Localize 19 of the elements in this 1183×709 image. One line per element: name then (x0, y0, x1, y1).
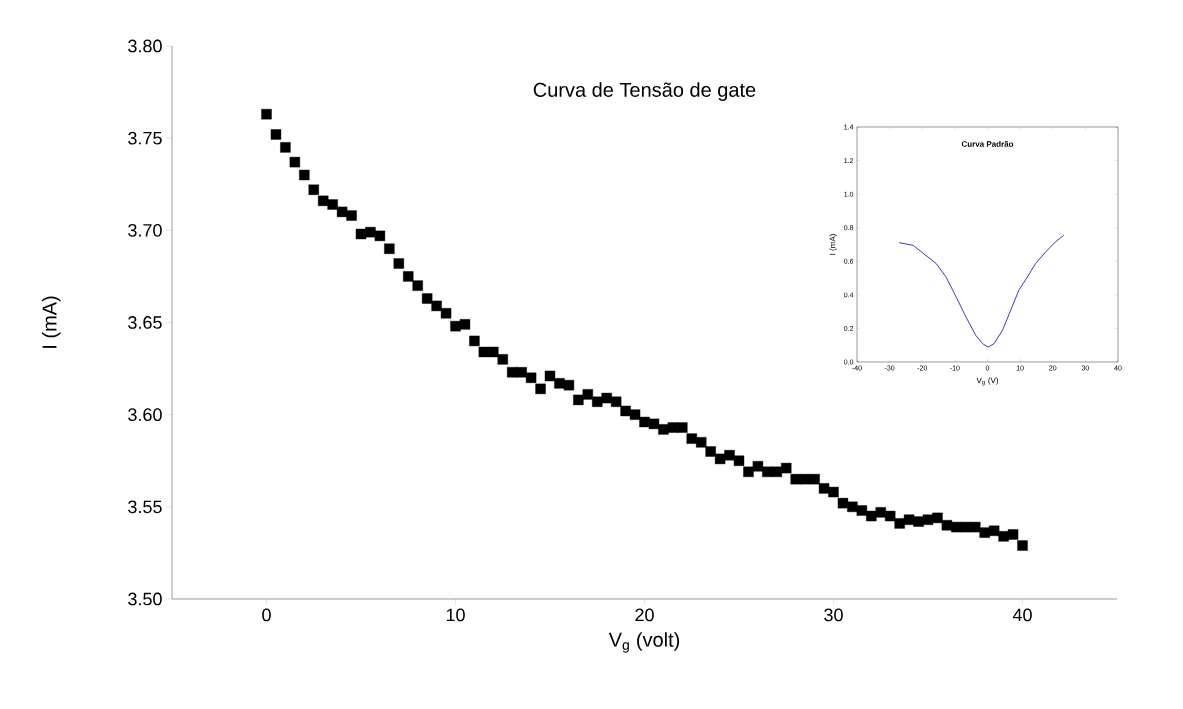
x-tick-label: 0 (262, 608, 271, 622)
y-tick-label: 3.65 (128, 316, 162, 329)
x-tick-label: 20 (635, 608, 654, 622)
y-tick-label: 3.75 (128, 131, 162, 145)
y-axis-title: I (mA) (41, 296, 61, 348)
y-tick-label: 3.80 (128, 39, 162, 53)
y-axis-title: I (mA) (829, 234, 837, 255)
x-tick-label: 10 (446, 608, 465, 622)
text: Curva de Tensão de gate (533, 82, 756, 101)
y-tick-label: 3.60 (128, 408, 162, 422)
text: Curva Padrão (961, 140, 1014, 147)
x-axis-title: V$_{g}$ (volt) (608, 632, 680, 653)
y-tick-label: 3.70 (128, 223, 162, 237)
x-tick-label: 30 (824, 608, 843, 622)
x-tick-label: 40 (1012, 608, 1032, 622)
line-series (898, 234, 1065, 348)
y-tick-label: 3.50 (128, 592, 162, 606)
x-axis-title: V$_{g}$ (V) (976, 377, 999, 386)
y-tick-label: 3.55 (128, 500, 162, 514)
